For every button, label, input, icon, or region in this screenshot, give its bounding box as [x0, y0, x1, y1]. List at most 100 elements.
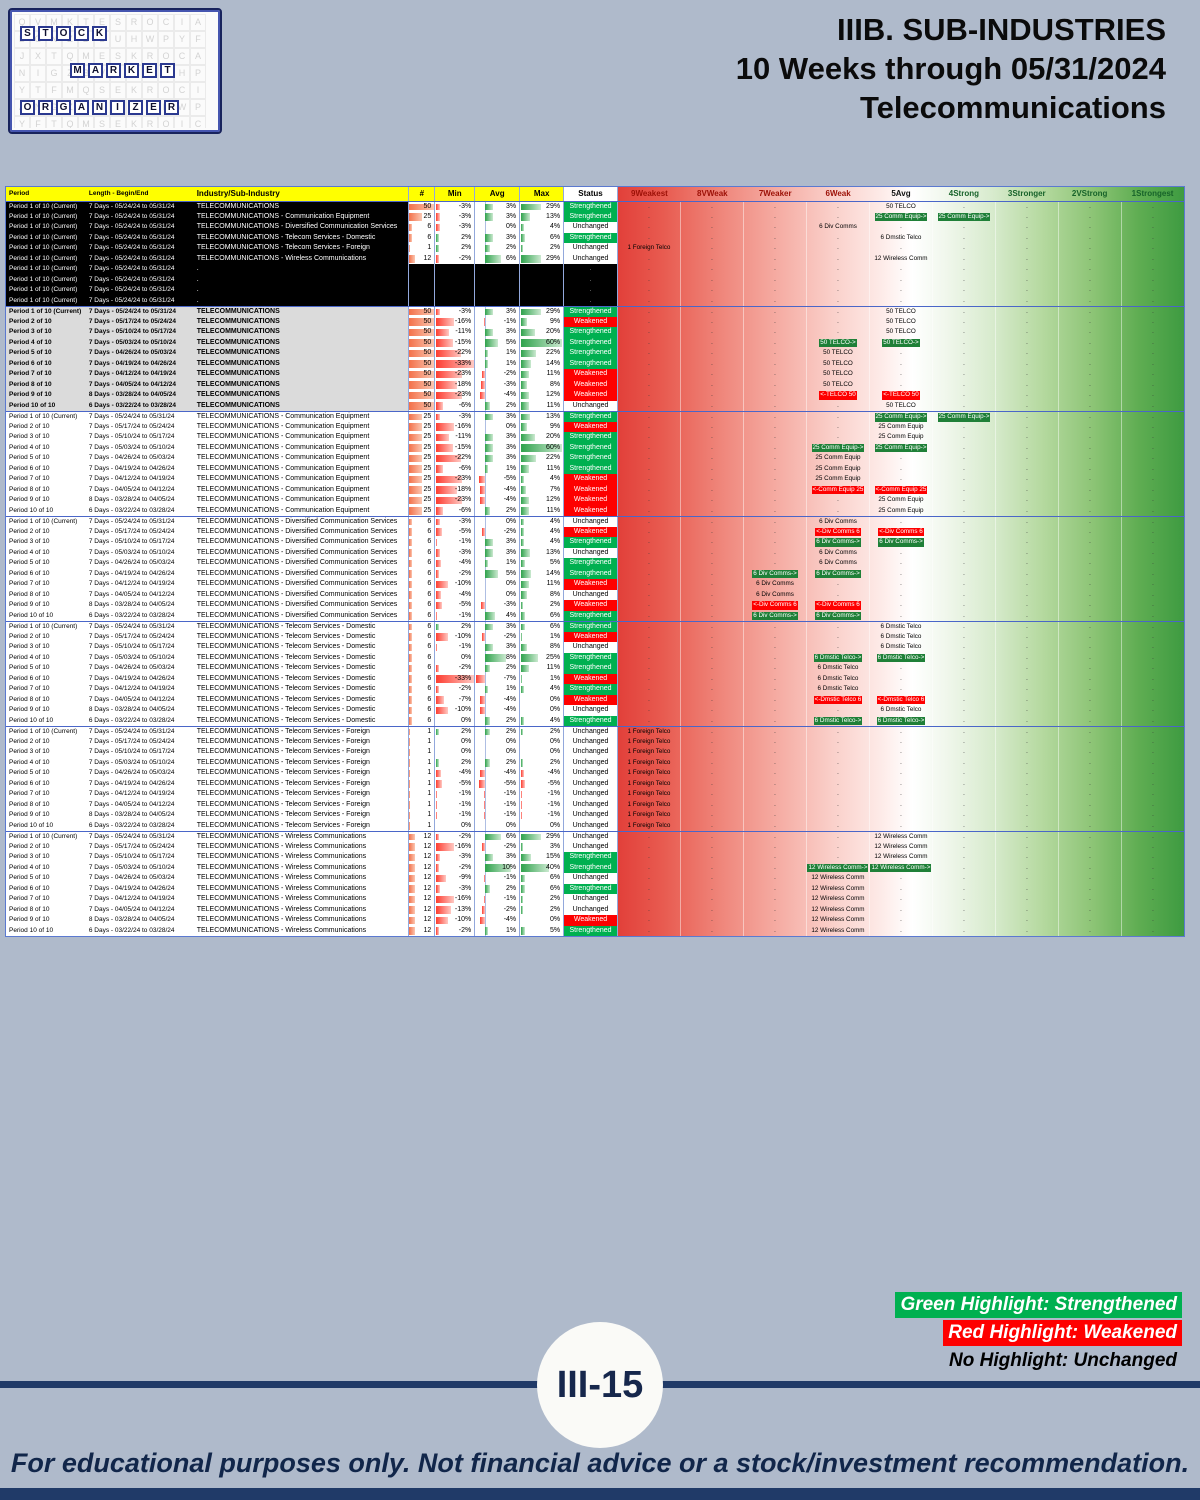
strength-cell: . — [996, 222, 1059, 233]
status-cell: Strengthened — [563, 327, 617, 338]
industry-cell: TELECOMMUNICATIONS - Wireless Communicat… — [193, 883, 409, 894]
strength-cell: . — [1151, 728, 1154, 735]
strength-cell: . — [1151, 317, 1154, 325]
count-cell-bar — [409, 391, 435, 399]
strength-cell: . — [1151, 758, 1154, 766]
min-cell-bar — [436, 370, 463, 378]
strength-cell: . — [681, 862, 744, 873]
table-body: Period 1 of 10 (Current) 7 Days - 05/24/2… — [6, 201, 1184, 936]
strength-cell: . — [1151, 296, 1154, 304]
logo-letter-tile: G — [56, 100, 71, 115]
strength-cell: . — [744, 316, 807, 327]
period-cell: Period 7 of 10 — [6, 474, 86, 485]
min-cell-value: -1% — [458, 811, 472, 818]
count-cell-value: 25 — [423, 506, 432, 514]
strength-cell: . — [870, 453, 933, 464]
max-cell: 4% — [519, 684, 564, 695]
avg-cell: 0% — [474, 579, 520, 590]
strength-grid: ... 12 Wireless Comm..... — [616, 894, 1184, 905]
avg-cell-bar — [484, 570, 499, 578]
count-cell-bar — [409, 413, 422, 420]
count-cell: 6 — [408, 600, 435, 611]
count-cell-value: 1 — [427, 728, 432, 735]
count-cell: 50 — [408, 400, 435, 411]
max-cell: -5% — [519, 778, 564, 789]
length-cell: 7 Days - 05/03/24 to 05/10/24 — [85, 757, 194, 768]
max-cell-bar — [521, 790, 522, 798]
length-cell: 7 Days - 04/26/24 to 05/03/24 — [85, 768, 194, 779]
strength-cell: . — [618, 379, 681, 390]
strength-cell: . — [870, 285, 933, 296]
table-row: Period 4 of 10 7 Days - 05/03/24 to 05/10… — [6, 652, 1184, 663]
strength-cell: . — [681, 558, 744, 569]
min-cell-bar — [436, 570, 439, 578]
count-cell: 1 — [408, 799, 435, 810]
status-cell: Strengthened — [563, 852, 617, 863]
strength-cell: . — [618, 579, 681, 590]
strength-cell: . — [618, 222, 681, 233]
disclaimer-text: For educational purposes only. Not finan… — [10, 1448, 1190, 1478]
strength-cell: . — [933, 316, 996, 327]
strength-cell: . — [681, 232, 744, 243]
status-cell: Weakened — [563, 631, 617, 642]
max-cell — [519, 295, 564, 306]
strength-cell: . — [870, 358, 933, 369]
strength-cell: 25 Comm Equip-> — [807, 442, 870, 453]
avg-cell-value: -4% — [503, 769, 517, 776]
period-cell: Period 7 of 10 — [6, 684, 86, 695]
min-cell: -16% — [434, 841, 475, 852]
strength-cell: . — [744, 642, 807, 653]
min-cell-bar — [436, 433, 449, 441]
strength-cell: . — [618, 589, 681, 600]
avg-cell: 3% — [474, 211, 520, 222]
period-cell: Period 4 of 10 — [6, 337, 86, 348]
strength-grid: ... <-Comm Equip 25 <-Comm Equip 25.... — [616, 484, 1184, 495]
strength-grid: .... 50 TELCO.... — [616, 202, 1184, 212]
avg-cell-value: 1% — [506, 559, 517, 566]
strength-cell: . — [744, 369, 807, 380]
strength-cell: . — [744, 526, 807, 537]
avg-cell-value: -1% — [503, 317, 517, 325]
min-cell-value: 2% — [461, 758, 472, 766]
strength-cell: . — [681, 432, 744, 443]
min-cell-value: -10% — [454, 580, 472, 587]
length-cell: 7 Days - 04/26/24 to 05/03/24 — [85, 873, 194, 884]
avg-cell-bar — [484, 234, 493, 242]
min-cell-value: -5% — [458, 601, 472, 608]
strength-cell: . — [933, 642, 996, 653]
count-cell-value: 1 — [427, 748, 432, 755]
strength-cell: . — [1059, 715, 1122, 726]
avg-cell: -4% — [474, 915, 520, 926]
avg-cell-bar — [479, 769, 485, 777]
avg-cell-bar — [483, 790, 485, 798]
max-cell-value: 0% — [549, 706, 561, 713]
min-cell: -6% — [434, 505, 475, 516]
strength-cell: . — [996, 873, 1059, 884]
strength-cell: . — [681, 568, 744, 579]
table-row: Period 2 of 10 7 Days - 05/17/24 to 05/24… — [6, 736, 1184, 747]
count-cell-value: 6 — [427, 643, 432, 650]
strength-cell: . — [996, 400, 1059, 411]
strength-grid: ......... — [616, 285, 1184, 296]
strength-grid: ..6 Div Comms-> 6 Div Comms->..... — [616, 568, 1184, 579]
strength-cell: . — [996, 358, 1059, 369]
table-row: Period 1 of 10 (Current) 7 Days - 05/24/2… — [6, 274, 1184, 285]
max-cell-value: 29% — [546, 254, 561, 262]
strength-grid: .... 50 TELCO.... — [616, 307, 1184, 317]
table-row: Period 3 of 10 7 Days - 05/10/24 to 05/17… — [6, 852, 1184, 863]
min-cell-bar — [436, 790, 438, 798]
min-cell: -16% — [434, 894, 475, 905]
strength-cell: . — [744, 202, 807, 212]
strength-cell: . — [996, 505, 1059, 516]
strength-cell: 1 Foreign Telco — [618, 768, 681, 779]
min-cell: 0% — [434, 652, 475, 663]
strength-cell: . — [681, 390, 744, 401]
logo-background-tile: K — [126, 116, 142, 128]
strength-cell: . — [996, 915, 1059, 926]
count-cell: 6 — [408, 579, 435, 590]
max-cell-bar — [521, 675, 522, 683]
strength-cell: . — [933, 778, 996, 789]
strength-mark: 12 Wireless Comm — [874, 842, 928, 850]
table-row: Period 7 of 10 7 Days - 04/12/24 to 04/19… — [6, 789, 1184, 800]
strength-cell: . — [681, 348, 744, 359]
